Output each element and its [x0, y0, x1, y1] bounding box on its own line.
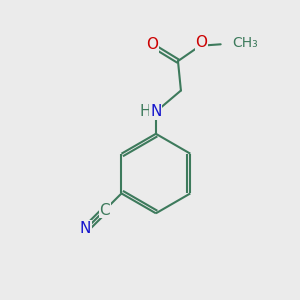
- Text: O: O: [196, 35, 208, 50]
- Text: C: C: [99, 203, 110, 218]
- Text: CH₃: CH₃: [232, 36, 258, 50]
- Text: O: O: [146, 37, 158, 52]
- Text: N: N: [150, 104, 162, 119]
- Text: H: H: [140, 104, 151, 119]
- Text: N: N: [80, 221, 91, 236]
